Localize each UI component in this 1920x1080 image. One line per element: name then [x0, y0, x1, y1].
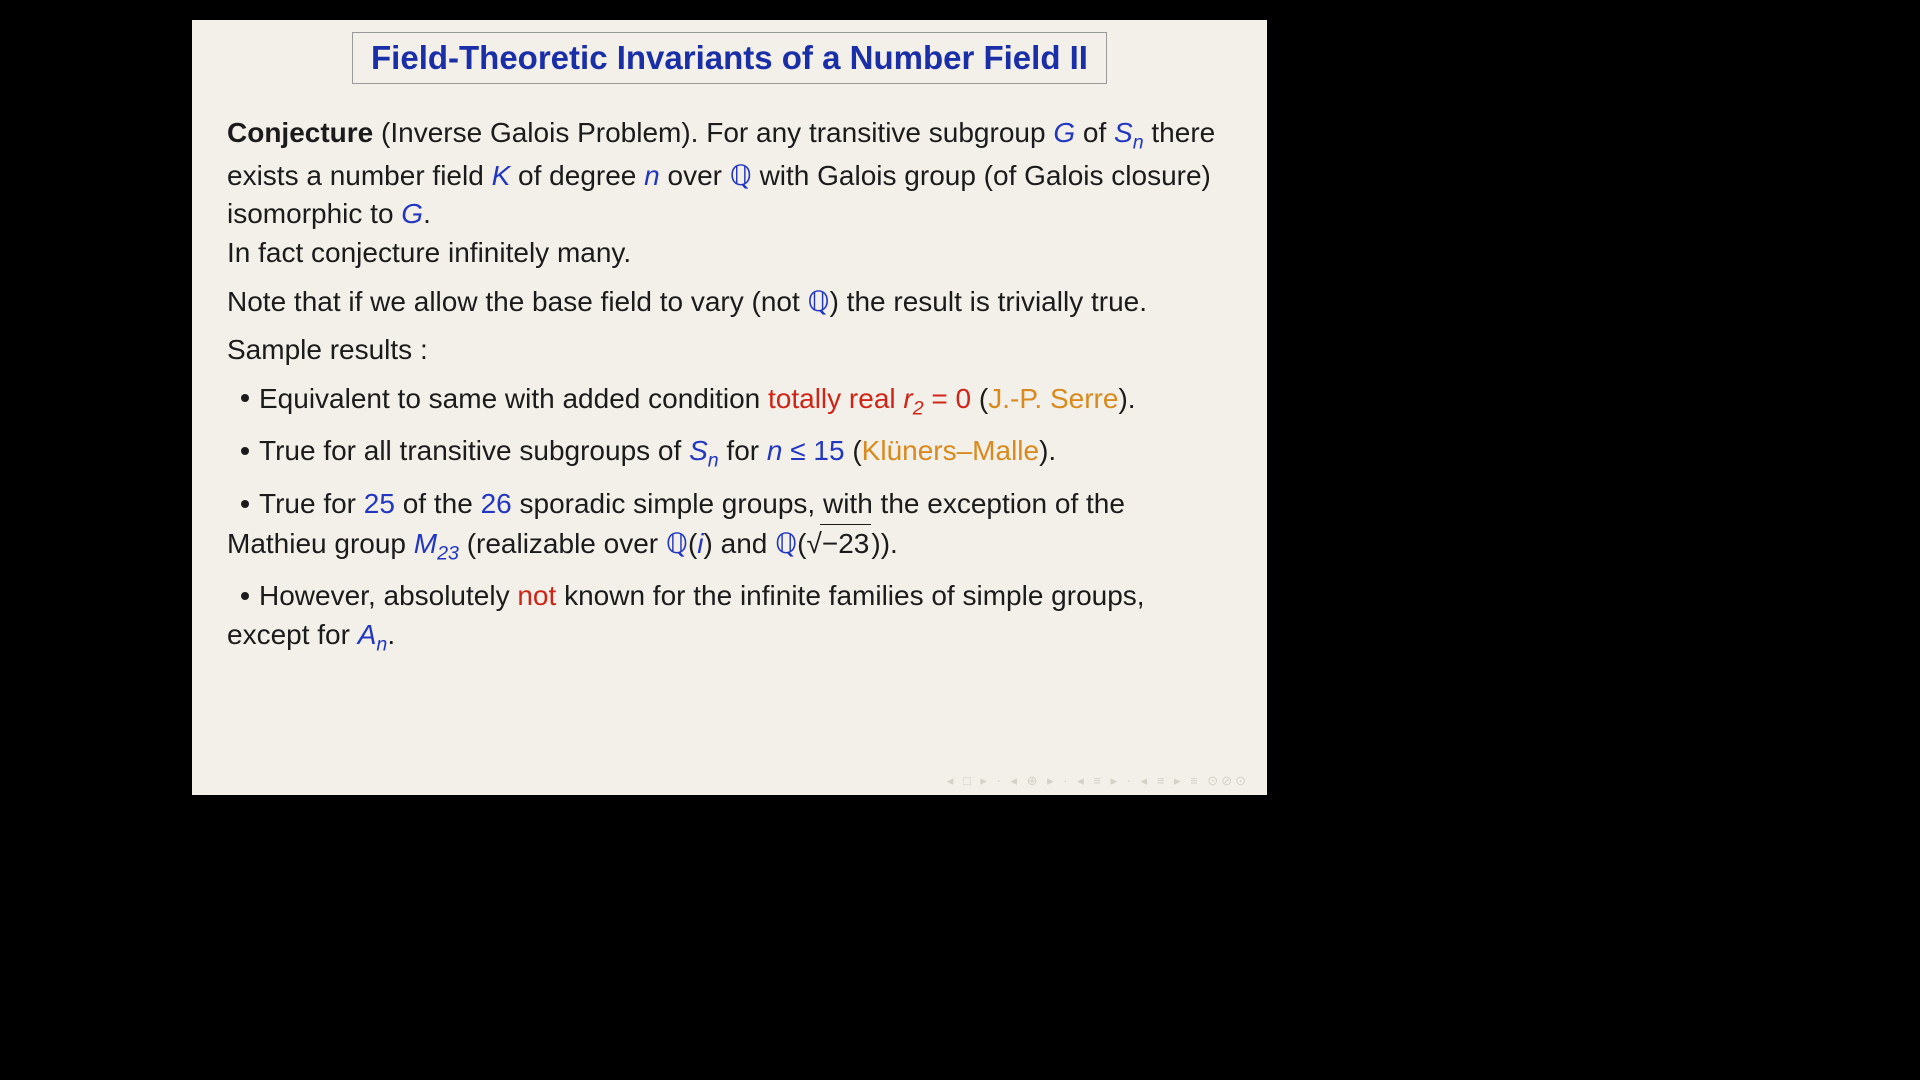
- text: .: [423, 198, 431, 229]
- author-kluners-malle: Klüners–Malle: [862, 435, 1039, 466]
- math-n: n: [767, 435, 783, 466]
- math-25: 25: [364, 488, 395, 519]
- text: ) and: [704, 528, 776, 559]
- text: (realizable over: [459, 528, 666, 559]
- conjecture-name: (Inverse Galois Problem).: [373, 117, 706, 148]
- title-area: Field-Theoretic Invariants of a Number F…: [192, 20, 1267, 84]
- text: However, absolutely: [259, 580, 517, 611]
- text: ) the result is trivially true.: [830, 286, 1147, 317]
- text: of: [1075, 117, 1114, 148]
- text: Note that if we allow the base field to …: [227, 286, 808, 317]
- text: .: [387, 619, 395, 650]
- sample-results-label: Sample results :: [227, 331, 1232, 370]
- title-container: Field-Theoretic Invariants of a Number F…: [352, 32, 1107, 84]
- beamer-nav-icons[interactable]: ◂ □ ▸ · ◂ ⊕ ▸ · ◂ ≡ ▸ · ◂ ≡ ▸ ≡ ⊙⊘⊙: [947, 773, 1249, 789]
- text: for: [719, 435, 767, 466]
- math-le: ≤: [782, 435, 813, 466]
- text: ).: [1118, 383, 1135, 414]
- text: True for all transitive subgroups of: [259, 435, 689, 466]
- slide-body: Conjecture (Inverse Galois Problem). For…: [192, 84, 1267, 659]
- math-26: 26: [481, 488, 512, 519]
- bullet-icon: [241, 592, 249, 600]
- bullet-kluners-malle: True for all transitive subgroups of Sn …: [227, 432, 1232, 475]
- conjecture-addendum: In fact conjecture infinitely many.: [227, 237, 631, 268]
- bullet-not-known: However, absolutely not known for the in…: [227, 577, 1232, 658]
- bullet-icon: [241, 447, 249, 455]
- note-paragraph: Note that if we allow the base field to …: [227, 283, 1232, 322]
- math-n: n: [644, 160, 660, 191]
- math-M23: M23: [414, 528, 459, 559]
- math-sqrt-neg23: −23: [820, 524, 872, 564]
- conjecture-label: Conjecture: [227, 117, 373, 148]
- math-r2: r2 = 0: [903, 383, 971, 414]
- text: of degree: [510, 160, 644, 191]
- author-serre: J.-P. Serre: [988, 383, 1118, 414]
- bullet-icon: [241, 500, 249, 508]
- math-Sn: Sn: [1114, 117, 1144, 148]
- math-G: G: [1053, 117, 1075, 148]
- bullet-serre: Equivalent to same with added condition …: [227, 380, 1232, 423]
- text: over: [660, 160, 730, 191]
- text: (√: [797, 528, 822, 559]
- text: (: [845, 435, 862, 466]
- math-K: K: [492, 160, 511, 191]
- slide-title: Field-Theoretic Invariants of a Number F…: [352, 32, 1107, 84]
- text: (: [688, 528, 697, 559]
- text: For any transitive subgroup: [706, 117, 1053, 148]
- text: ).: [1039, 435, 1056, 466]
- math-An: An: [358, 619, 388, 650]
- bullet-sporadic: True for 25 of the 26 sporadic simple gr…: [227, 485, 1232, 567]
- math-Q: ℚ: [808, 286, 830, 317]
- slide: Field-Theoretic Invariants of a Number F…: [192, 20, 1267, 795]
- math-G: G: [401, 198, 423, 229]
- highlight-not: not: [517, 580, 556, 611]
- text: of the: [395, 488, 481, 519]
- math-Q: ℚ: [666, 528, 688, 559]
- text: True for: [259, 488, 364, 519]
- text: )).: [871, 528, 897, 559]
- highlight-totally-real: totally real: [768, 383, 903, 414]
- math-Sn: Sn: [689, 435, 719, 466]
- text: Equivalent to same with added condition: [259, 383, 768, 414]
- math-15: 15: [813, 435, 844, 466]
- conjecture-statement: Conjecture (Inverse Galois Problem). For…: [227, 114, 1232, 273]
- math-Q: ℚ: [775, 528, 797, 559]
- math-Q: ℚ: [730, 160, 752, 191]
- bullet-icon: [241, 394, 249, 402]
- text: (: [971, 383, 988, 414]
